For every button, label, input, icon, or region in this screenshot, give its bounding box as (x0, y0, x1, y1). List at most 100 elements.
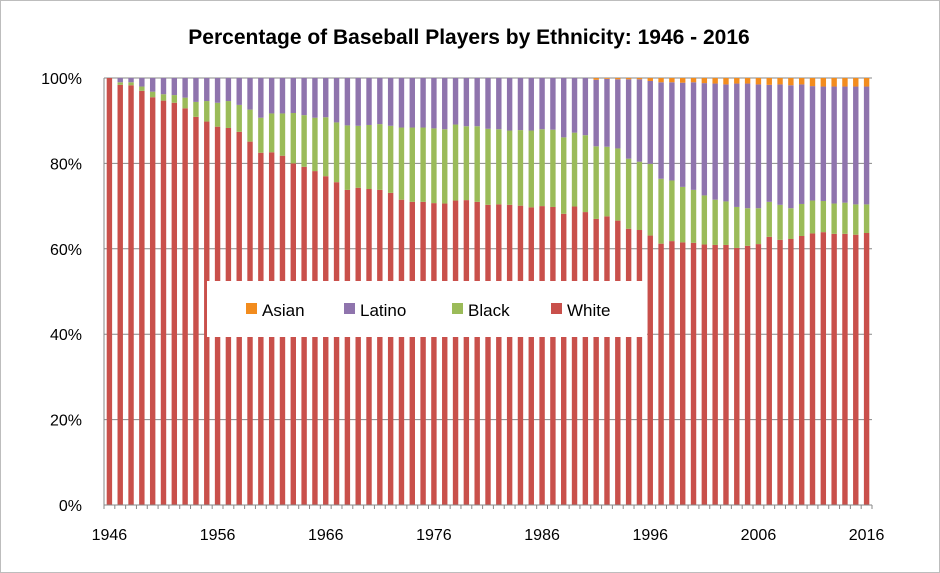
legend-label-asian: Asian (262, 301, 305, 320)
x-tick-label: 1996 (632, 527, 668, 544)
bar-latino-1988 (561, 78, 567, 138)
bar-white-1997 (658, 243, 664, 505)
bar-latino-2008 (777, 84, 783, 205)
bar-latino-1958 (236, 78, 242, 105)
bar-latino-1974 (409, 78, 415, 128)
legend-label-latino: Latino (360, 301, 406, 320)
bar-white-1986 (539, 206, 545, 505)
bar-white-1992 (604, 216, 610, 505)
bar-black-1949 (139, 86, 145, 91)
bar-black-1951 (160, 94, 167, 101)
bar-black-1968 (344, 125, 351, 190)
bar-black-2006 (755, 208, 762, 245)
bar-latino-1992 (604, 78, 610, 147)
bar-asian-1999 (680, 78, 686, 83)
bar-white-2013 (831, 233, 837, 506)
bar-latino-2016 (863, 86, 870, 205)
bar-asian-2015 (853, 78, 859, 87)
bar-white-1987 (550, 206, 556, 505)
bar-asian-2000 (690, 78, 697, 83)
bar-asian-1995 (636, 78, 643, 80)
bar-latino-1999 (680, 82, 686, 187)
bar-latino-2004 (734, 83, 740, 207)
bar-latino-2001 (701, 83, 708, 196)
x-tick-label: 1946 (92, 527, 128, 544)
bar-latino-1996 (647, 80, 653, 164)
bar-latino-1983 (506, 78, 513, 131)
bar-latino-1997 (658, 82, 664, 179)
bar-black-1956 (214, 102, 221, 127)
bar-latino-1970 (366, 78, 372, 125)
bar-white-1968 (344, 189, 351, 505)
bar-latino-1981 (485, 78, 491, 129)
bar-white-2005 (744, 245, 751, 505)
bar-black-1963 (290, 113, 296, 164)
bar-black-1948 (128, 82, 134, 86)
bar-asian-1998 (669, 78, 675, 83)
bar-latino-1969 (355, 78, 361, 126)
bar-latino-1993 (615, 79, 621, 149)
bar-latino-2012 (820, 86, 827, 201)
chart-title: Percentage of Baseball Players by Ethnic… (188, 26, 750, 49)
bar-white-1946 (106, 78, 113, 505)
legend: Asian Latino Black White (207, 281, 647, 337)
legend-swatch-asian (246, 303, 257, 314)
x-tick-label: 1976 (416, 527, 452, 544)
bar-black-1986 (539, 129, 545, 207)
bar-latino-1949 (139, 78, 145, 87)
bar-white-1970 (366, 189, 372, 505)
bar-asian-2003 (723, 78, 729, 85)
bar-black-1988 (561, 137, 567, 214)
bar-black-2003 (723, 201, 729, 245)
bar-white-1953 (182, 108, 188, 505)
bar-white-1981 (485, 204, 491, 505)
bar-white-2001 (701, 244, 708, 505)
bar-black-2014 (842, 202, 848, 234)
bar-asian-2014 (842, 78, 848, 87)
bar-asian-2001 (701, 78, 708, 84)
bar-asian-1993 (615, 78, 621, 80)
bar-latino-1978 (452, 78, 459, 125)
bar-latino-1965 (312, 78, 318, 118)
bar-black-1989 (571, 132, 578, 207)
bar-white-2015 (853, 234, 859, 505)
bar-latino-1968 (344, 78, 351, 126)
bar-latino-1951 (160, 78, 167, 95)
x-tick-label: 2006 (741, 527, 777, 544)
bar-black-2015 (853, 204, 859, 235)
bar-latino-1954 (193, 78, 199, 102)
bar-black-1965 (312, 117, 318, 172)
bar-latino-1971 (377, 78, 383, 125)
bar-white-1983 (506, 204, 513, 505)
bar-black-1979 (463, 126, 470, 201)
bar-black-1996 (647, 163, 653, 236)
bar-latino-1952 (171, 78, 178, 96)
bar-white-1975 (420, 201, 426, 505)
bar-black-1973 (398, 127, 405, 200)
bar-black-2004 (734, 206, 740, 248)
bar-black-1978 (452, 124, 459, 201)
bar-latino-1950 (149, 78, 156, 92)
bar-white-1994 (625, 228, 632, 506)
bar-black-1997 (658, 178, 664, 244)
bar-latino-1982 (496, 78, 502, 130)
bar-latino-1994 (625, 79, 632, 159)
bar-white-2008 (777, 239, 783, 505)
bar-black-1981 (485, 128, 491, 205)
bar-black-1952 (171, 95, 178, 103)
bar-white-1976 (431, 203, 437, 506)
legend-swatch-black (452, 303, 463, 314)
bar-latino-1956 (214, 78, 221, 103)
bar-black-2008 (777, 204, 783, 240)
bar-black-1999 (680, 186, 686, 243)
bar-white-2003 (723, 244, 729, 505)
bar-latino-2002 (712, 83, 718, 200)
bar-latino-1967 (333, 78, 340, 123)
bar-asian-1997 (658, 78, 664, 83)
bar-latino-1986 (539, 78, 545, 130)
bar-black-1958 (236, 104, 242, 132)
bar-white-1974 (409, 201, 415, 505)
bar-black-1966 (323, 117, 329, 177)
bar-white-1948 (128, 85, 134, 505)
